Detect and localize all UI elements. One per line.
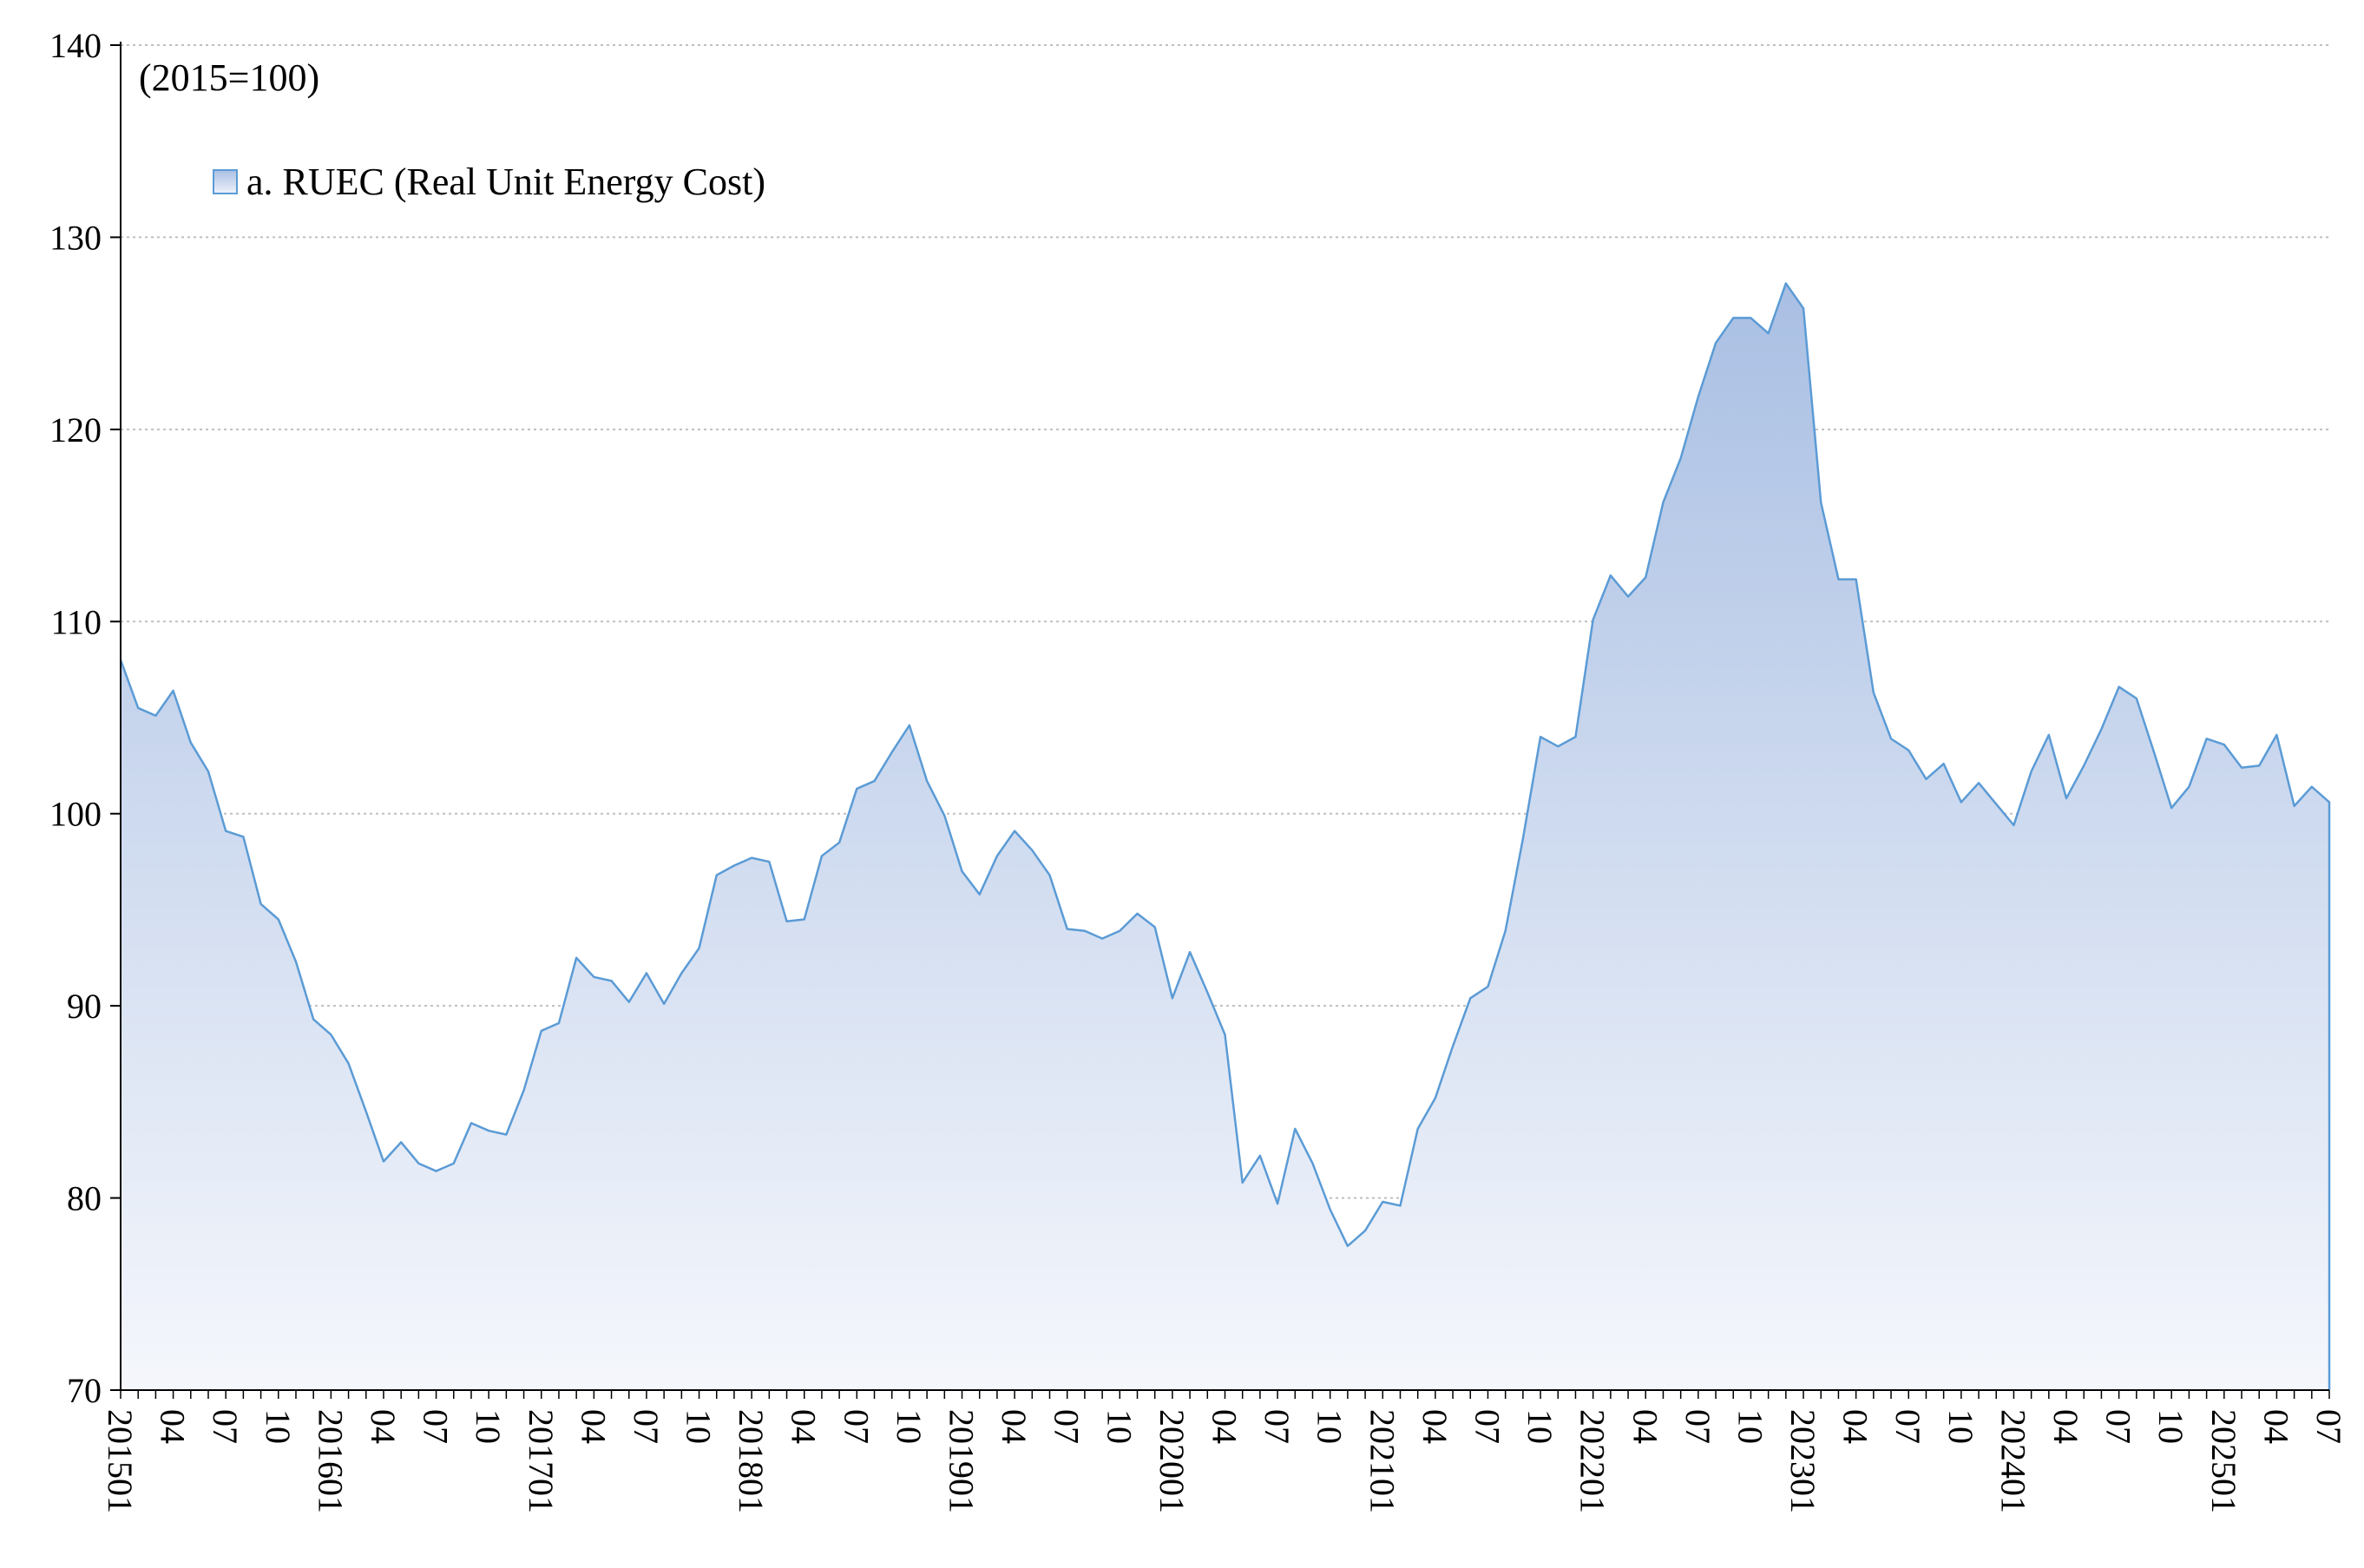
x-tick-label: 07 xyxy=(627,1409,666,1444)
x-tick-label: 07 xyxy=(417,1409,456,1444)
x-tick-label: 04 xyxy=(995,1409,1034,1444)
x-tick-label: 10 xyxy=(890,1409,929,1444)
x-tick-label: 07 xyxy=(1888,1409,1927,1444)
series-line-ruec xyxy=(119,282,2331,1390)
x-tick-label: 07 xyxy=(2099,1409,2138,1444)
unit-note: (2015=100) xyxy=(139,56,319,99)
x-tick-label: 10 xyxy=(1730,1409,1770,1444)
legend-swatch xyxy=(213,169,238,194)
series-area-ruec xyxy=(121,283,2329,1390)
x-tick-label: 10 xyxy=(1100,1409,1139,1444)
x-tick-label: 10 xyxy=(1520,1409,1560,1444)
y-tick-label: 110 xyxy=(50,602,102,641)
x-tick-label: 202401 xyxy=(1993,1409,2032,1513)
y-tick-label: 80 xyxy=(67,1179,102,1218)
x-tick-labels: 201501 04 07 10 201601 04 07 10 201701 04 07 10 2018… xyxy=(101,1409,2348,1513)
x-tick-label: 10 xyxy=(1941,1409,1980,1444)
axes xyxy=(110,42,2330,1399)
x-tick-label: 10 xyxy=(259,1409,298,1444)
x-tick-label: 10 xyxy=(680,1409,719,1444)
y-tick-label: 70 xyxy=(67,1371,102,1410)
x-tick-label: 202201 xyxy=(1573,1409,1612,1513)
x-tick-label: 04 xyxy=(1205,1409,1244,1444)
x-tick-label: 201701 xyxy=(522,1409,561,1513)
x-tick-label: 07 xyxy=(1047,1409,1087,1444)
x-tick-label: 07 xyxy=(837,1409,876,1444)
y-tick-label: 140 xyxy=(49,26,102,65)
x-tick-label: 202501 xyxy=(2204,1409,2243,1513)
x-tick-label: 04 xyxy=(364,1409,403,1444)
x-tick-label: 201601 xyxy=(311,1409,350,1513)
x-tick-label: 201901 xyxy=(942,1409,982,1513)
x-tick-label: 04 xyxy=(1415,1409,1455,1444)
y-tick-label: 90 xyxy=(67,987,102,1026)
x-tick-label: 04 xyxy=(2046,1409,2085,1444)
y-tick-label: 120 xyxy=(49,410,102,449)
x-tick-label: 10 xyxy=(2151,1409,2190,1444)
x-tick-label: 202301 xyxy=(1783,1409,1822,1513)
x-tick-label: 07 xyxy=(1678,1409,1717,1444)
x-tick-label: 04 xyxy=(1625,1409,1665,1444)
legend: a. RUEC (Real Unit Energy Cost) xyxy=(213,161,765,203)
x-tick-label: 04 xyxy=(1836,1409,1875,1444)
x-tick-label: 202101 xyxy=(1363,1409,1402,1513)
x-tick-label: 10 xyxy=(469,1409,508,1444)
x-tick-label: 10 xyxy=(1310,1409,1349,1444)
y-tick-label: 100 xyxy=(49,795,102,834)
legend-label: a. RUEC (Real Unit Energy Cost) xyxy=(246,161,765,203)
x-tick-label: 04 xyxy=(785,1409,824,1444)
plot-area xyxy=(119,282,2331,1390)
x-tick-label: 07 xyxy=(206,1409,245,1444)
x-tick-label: 04 xyxy=(2256,1409,2295,1444)
x-tick-label: 04 xyxy=(574,1409,613,1444)
x-tick-label: 07 xyxy=(2309,1409,2348,1444)
x-tick-label: 201501 xyxy=(101,1409,140,1513)
x-tick-label: 04 xyxy=(154,1409,193,1444)
y-tick-label: 130 xyxy=(49,218,102,257)
x-tick-label: 201801 xyxy=(732,1409,771,1513)
x-tick-label: 07 xyxy=(1468,1409,1507,1444)
y-tick-labels: 70 80 90 100 110 120 130 140 xyxy=(49,26,102,1410)
x-tick-label: 07 xyxy=(1258,1409,1297,1444)
x-tick-label: 202001 xyxy=(1152,1409,1192,1513)
